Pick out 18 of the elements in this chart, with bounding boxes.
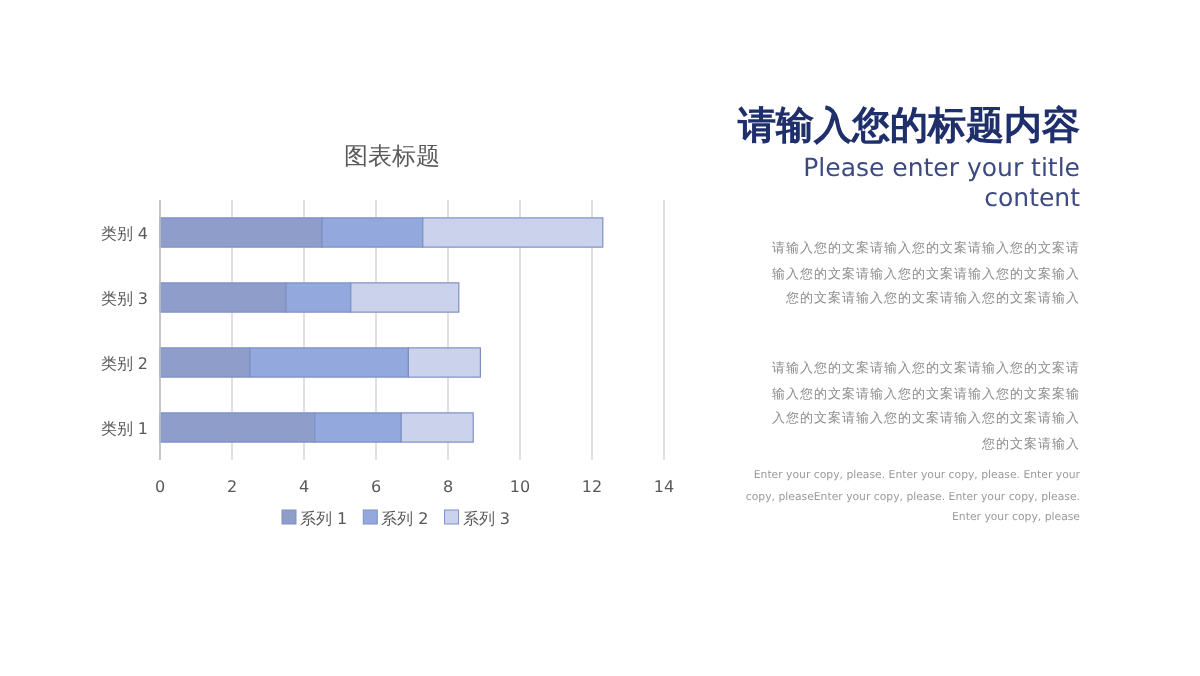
- x-tick-label: 14: [653, 478, 675, 496]
- x-tick-label: 2: [226, 478, 238, 496]
- legend-label: 系列 3: [462, 510, 510, 528]
- x-tick-label: 8: [442, 478, 454, 496]
- y-tick-label: 类别 2: [100, 354, 148, 373]
- y-tick-label: 类别 1: [100, 419, 148, 438]
- legend-label: 系列 1: [300, 510, 348, 528]
- legend-label: 系列 2: [381, 510, 429, 528]
- y-tick-label: 类别 4: [100, 224, 148, 243]
- x-tick-label: 4: [298, 478, 310, 496]
- x-tick-label: 12: [581, 478, 603, 496]
- x-tick-label: 10: [509, 478, 531, 496]
- chart-title: 图表标题: [344, 142, 440, 170]
- x-tick-label: 6: [370, 478, 382, 496]
- text: 请输入您的标题内容: [735, 104, 1080, 150]
- text: Please enter your title content: [801, 152, 1080, 212]
- y-tick-label: 类别 3: [100, 289, 148, 308]
- x-tick-label: 0: [154, 478, 166, 496]
